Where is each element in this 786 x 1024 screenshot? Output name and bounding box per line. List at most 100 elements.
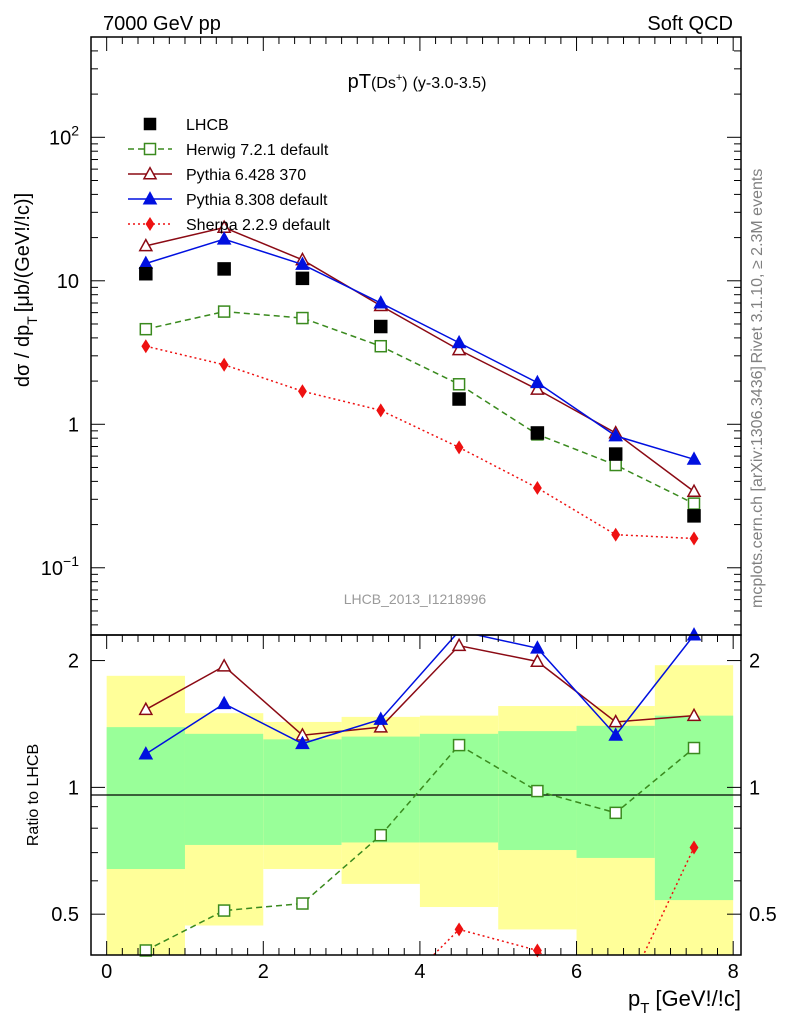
x-tick-label: 6	[571, 961, 582, 983]
main-herwig-point	[452, 378, 466, 391]
ratio-band-inner	[576, 725, 655, 858]
main-pythia8-point	[295, 256, 310, 270]
mcplots-label: mcplots.cern.ch [arXiv:1306.3436]	[749, 366, 766, 608]
ratio-y-tick-label-right: 1	[749, 777, 760, 799]
main-pythia8-point	[608, 428, 624, 442]
main-lhcb-point	[217, 262, 231, 276]
header-right-label: Soft QCD	[647, 13, 733, 35]
main-sherpa-point	[454, 440, 464, 455]
ratio-pythia6-point	[373, 719, 389, 733]
analysis-watermark: LHCB_2013_I1218996	[344, 591, 487, 607]
ratio-pythia8-line	[145, 635, 695, 755]
main-herwig-point	[609, 458, 622, 472]
legend: LHCB Herwig 7.2.1 default Pythia 6.428 370…	[128, 117, 331, 234]
ratio-ylabel: Ratio to LHCB	[25, 744, 42, 846]
main-sherpa-point	[532, 480, 542, 495]
main-sherpa-point	[219, 357, 229, 372]
ratio-herwig-line	[145, 744, 695, 952]
main-sherpa-point	[298, 384, 307, 399]
main-pythia8-point	[686, 451, 702, 465]
header-left-label: 7000 GeV pp	[103, 13, 221, 35]
main-pythia8-line	[145, 238, 695, 461]
ratio-herwig-point	[374, 828, 388, 842]
ratio-pythia6-point	[138, 701, 154, 716]
ratio-sherpa-point	[689, 840, 699, 855]
main-pythia6-point	[530, 381, 545, 395]
main-pythia8-point	[451, 334, 467, 349]
ratio-herwig-point	[296, 897, 309, 910]
ratio-pythia8-point	[138, 746, 154, 760]
x-tick-label: 8	[728, 961, 739, 983]
ratio-pythia6-point	[686, 707, 702, 722]
main-lhcb-point	[608, 447, 623, 461]
ratio-herwig-point	[139, 944, 153, 957]
main-y-tick-label: 10−1	[41, 553, 79, 580]
main-sherpa-point	[611, 527, 621, 542]
ratio-herwig-point	[531, 784, 544, 798]
main-pythia6-point	[686, 483, 702, 498]
main-y-tick-label: 102	[49, 122, 79, 149]
main-herwig-point	[217, 305, 231, 318]
legend-marker-pythia8	[142, 191, 158, 205]
main-pythia6-point	[138, 238, 154, 252]
ratio-pythia8-point	[216, 695, 232, 710]
main-lhcb-point	[452, 392, 466, 406]
main-herwig-point	[374, 339, 388, 353]
legend-label-pythia6: Pythia 6.428 370	[186, 167, 306, 184]
ratio-y-tick-label: 2	[68, 651, 79, 673]
ratio-pythia8-point	[608, 727, 624, 741]
legend-label-herwig: Herwig 7.2.1 default	[186, 142, 329, 159]
ratio-frame	[90, 634, 742, 956]
ratio-pythia8-point	[373, 711, 389, 725]
main-lhcb-point	[295, 271, 310, 286]
main-y-tick-label: 10	[57, 271, 79, 293]
main-pythia6-point	[451, 341, 467, 356]
legend-label-lhcb: LHCB	[186, 117, 229, 134]
ratio-y-tick-label: 1	[68, 777, 79, 799]
ratio-herwig-point	[687, 741, 701, 755]
main-pythia8-point	[530, 374, 545, 389]
main-lhcb-point	[139, 266, 153, 281]
ratio-band-inner	[263, 739, 342, 845]
main-herwig-point	[139, 322, 153, 336]
x-tick-label: 0	[101, 961, 112, 983]
ratio-pythia6-point	[608, 714, 624, 728]
main-herwig-point	[687, 497, 701, 510]
main-y-tick-label: 1	[68, 414, 79, 436]
chart-title: pT(Ds+) (y-3.0-3.5)	[348, 71, 487, 93]
main-sherpa-line	[145, 345, 695, 540]
main-pythia8-point	[216, 231, 232, 245]
x-tick-label: 2	[258, 961, 269, 983]
main-pythia8-point	[373, 295, 389, 309]
legend-marker-lhcb	[143, 117, 157, 131]
ratio-pythia6-point	[451, 637, 467, 652]
ratio-pythia6-point	[530, 653, 545, 667]
ratio-herwig-point	[217, 904, 231, 917]
main-lhcb-point	[530, 426, 545, 440]
ratio-pythia6-point	[216, 658, 232, 672]
ratio-y-tick-label-right: 0.5	[749, 904, 777, 926]
main-sherpa-point	[689, 531, 699, 546]
ratio-y-tick-label: 0.5	[51, 904, 79, 926]
ratio-pythia8-point	[686, 627, 702, 641]
legend-marker-sherpa	[145, 217, 155, 231]
ratio-band-inner	[184, 733, 264, 845]
legend-marker-herwig	[143, 142, 157, 156]
ratio-sherpa-point	[454, 922, 464, 937]
x-tick-label: 4	[414, 961, 425, 983]
legend-marker-pythia6	[142, 166, 158, 180]
ratio-herwig-point	[452, 738, 466, 752]
ratio-sherpa-point	[532, 943, 542, 958]
main-ylabel: dσ / dpT[μb/(GeV!/!c)]	[12, 193, 40, 387]
ratio-pythia8-point	[530, 640, 545, 654]
main-panel: 102 10 1 10−1 pT(Ds+) (y-3.0-3.5) dσ / dpT[μ…	[12, 36, 742, 636]
legend-label-sherpa: Sherpa 2.2.9 default	[186, 217, 331, 234]
legend-label-pythia8: Pythia 8.308 default	[186, 192, 328, 209]
ratio-band-inner	[341, 736, 420, 843]
ratio-y-tick-label-right: 2	[749, 651, 760, 673]
main-sherpa-point	[376, 403, 386, 418]
main-herwig-line	[145, 310, 695, 505]
main-lhcb-point	[374, 319, 388, 334]
ratio-pythia8-point	[295, 735, 310, 750]
